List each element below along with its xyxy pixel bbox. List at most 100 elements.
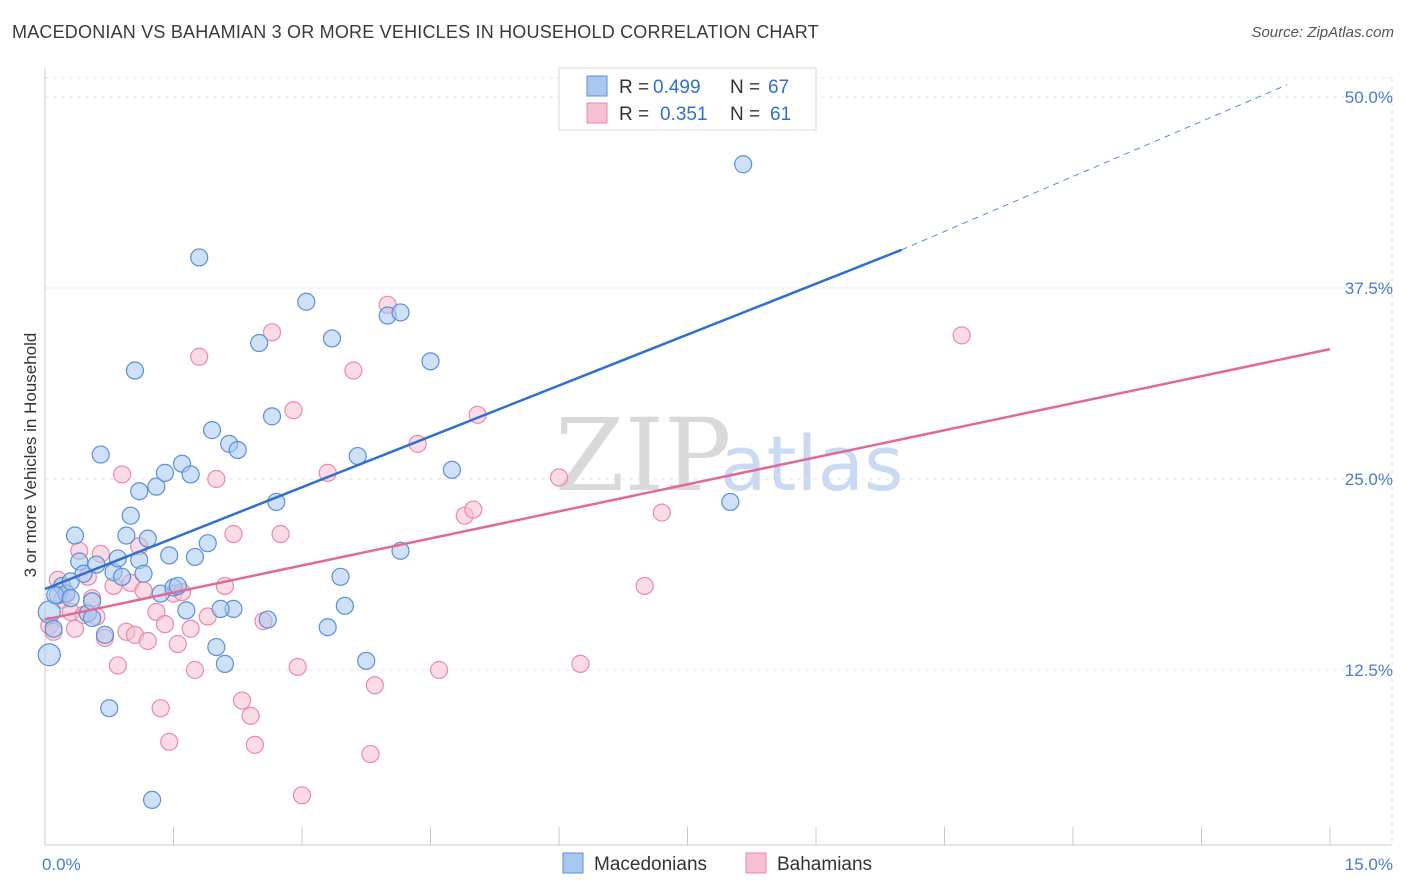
- macedonian-point-37: [198, 534, 217, 553]
- legend-macedonians-label: Macedonians: [594, 854, 707, 875]
- legend-bahamians-label: Bahamians: [777, 854, 872, 875]
- bahamian-point-23: [151, 699, 170, 718]
- macedonian-point-0: [37, 643, 61, 667]
- macedonian-point-33: [177, 601, 196, 620]
- macedonian-swatch: [586, 75, 608, 97]
- series-legend: Macedonians Bahamians: [562, 852, 872, 875]
- bah-r-value: 0.351: [660, 104, 708, 125]
- macedonian-point-46: [262, 407, 282, 426]
- chart-title: MACEDONIAN VS BAHAMIAN 3 OR MORE VEHICLE…: [12, 22, 819, 42]
- mac-n-value: 67: [768, 77, 789, 98]
- macedonian-points: [37, 155, 753, 809]
- macedonian-point-54: [357, 651, 376, 670]
- bah-n-value: 61: [770, 104, 791, 125]
- mac-r-label: R =: [619, 77, 649, 98]
- bahamian-point-6: [65, 619, 85, 638]
- bahamian-point-30: [185, 660, 205, 680]
- bahamian-point-14: [108, 656, 127, 675]
- bahamian-point-15: [112, 465, 132, 484]
- bahamian-point-25: [160, 732, 179, 751]
- bah-n-label: N =: [730, 104, 760, 125]
- watermark-atlas: atlas: [720, 419, 904, 508]
- bahamian-point-56: [571, 654, 590, 673]
- regression-lines: [44, 84, 1331, 621]
- bahamian-point-41: [271, 524, 290, 544]
- macedonian-point-36: [190, 248, 209, 267]
- macedonian-point-43: [228, 440, 247, 460]
- x-tick-labels: 0.0% 15.0%: [42, 855, 1393, 874]
- macedonian-point-7: [65, 526, 85, 545]
- bahamian-point-44: [292, 786, 312, 805]
- macedonian-regression-line: [44, 248, 903, 591]
- bahamian-point-37: [241, 706, 260, 725]
- macedonian-point-20: [121, 506, 140, 525]
- macedonian-point-15: [100, 699, 119, 718]
- macedonian-point-65: [130, 482, 149, 501]
- macedonian-point-40: [215, 654, 234, 673]
- macedonian-point-29: [160, 546, 179, 565]
- bahamian-regression-line: [44, 347, 1331, 621]
- macedonian-point-34: [181, 465, 200, 484]
- bahamian-point-47: [361, 744, 380, 764]
- macedonian-point-50: [322, 329, 342, 348]
- x-tick-label-1: 15.0%: [1345, 855, 1393, 874]
- macedonian-point-23: [134, 564, 153, 583]
- macedonian-regression-extension: [901, 84, 1288, 251]
- macedonian-point-21: [125, 361, 145, 380]
- macedonian-point-60: [734, 155, 753, 174]
- bahamian-point-53: [464, 500, 483, 519]
- macedonian-point-45: [258, 610, 277, 629]
- bahamian-point-48: [365, 676, 384, 695]
- y-tick-label-1: 25.0%: [1345, 470, 1393, 489]
- legend-bahamians-swatch: [745, 852, 767, 874]
- macedonian-point-25: [142, 790, 162, 809]
- macedonian-point-44: [250, 333, 269, 353]
- bah-r-label: R =: [619, 104, 649, 125]
- macedonian-point-58: [421, 352, 440, 371]
- y-tick-label-2: 37.5%: [1345, 279, 1393, 298]
- legend-macedonians-swatch: [562, 852, 584, 874]
- bahamian-point-59: [952, 326, 971, 345]
- macedonian-point-61: [721, 492, 740, 512]
- y-tick-label-3: 50.0%: [1345, 88, 1393, 107]
- macedonian-point-24: [138, 529, 157, 548]
- y-tick-labels: 12.5% 25.0% 37.5% 50.0%: [1345, 88, 1393, 680]
- y-tick-label-0: 12.5%: [1345, 661, 1393, 680]
- bahamian-point-38: [245, 735, 264, 754]
- macedonian-point-35: [185, 547, 205, 567]
- bahamian-point-24: [155, 615, 175, 634]
- axes: [44, 68, 1392, 846]
- macedonian-point-48: [297, 292, 316, 311]
- mac-r-value: 0.499: [653, 77, 701, 98]
- bahamian-point-29: [181, 619, 200, 638]
- macedonian-point-2: [44, 619, 63, 638]
- macedonian-point-49: [318, 618, 337, 637]
- stats-legend: R = 0.499 N = 67 R = 0.351 N = 61: [558, 67, 817, 131]
- macedonian-point-19: [117, 526, 136, 545]
- chart-source: Source: ZipAtlas.com: [1251, 24, 1394, 41]
- bahamian-point-27: [168, 634, 187, 654]
- bahamian-point-42: [284, 401, 303, 420]
- bahamian-point-21: [138, 631, 157, 651]
- bahamian-points: [40, 295, 971, 805]
- bahamian-point-36: [232, 691, 252, 710]
- bahamian-point-55: [549, 468, 569, 487]
- macedonian-point-52: [335, 596, 354, 615]
- bahamian-point-57: [635, 576, 654, 596]
- x-tick-label-0: 0.0%: [42, 855, 81, 874]
- y-axis-label: 3 or more Vehicles in Household: [21, 333, 40, 578]
- bahamian-point-31: [190, 347, 209, 366]
- macedonian-point-63: [61, 589, 80, 608]
- bahamian-point-43: [288, 657, 307, 677]
- macedonian-point-51: [331, 567, 350, 586]
- macedonian-point-62: [46, 586, 65, 605]
- macedonian-point-13: [91, 445, 110, 464]
- macedonian-point-39: [207, 637, 226, 657]
- watermark-zip: ZIP: [555, 397, 731, 514]
- macedonian-point-28: [155, 463, 175, 482]
- bahamian-swatch: [586, 102, 608, 124]
- macedonian-point-38: [202, 421, 222, 440]
- macedonian-point-14: [95, 625, 115, 644]
- macedonian-point-56: [391, 303, 410, 322]
